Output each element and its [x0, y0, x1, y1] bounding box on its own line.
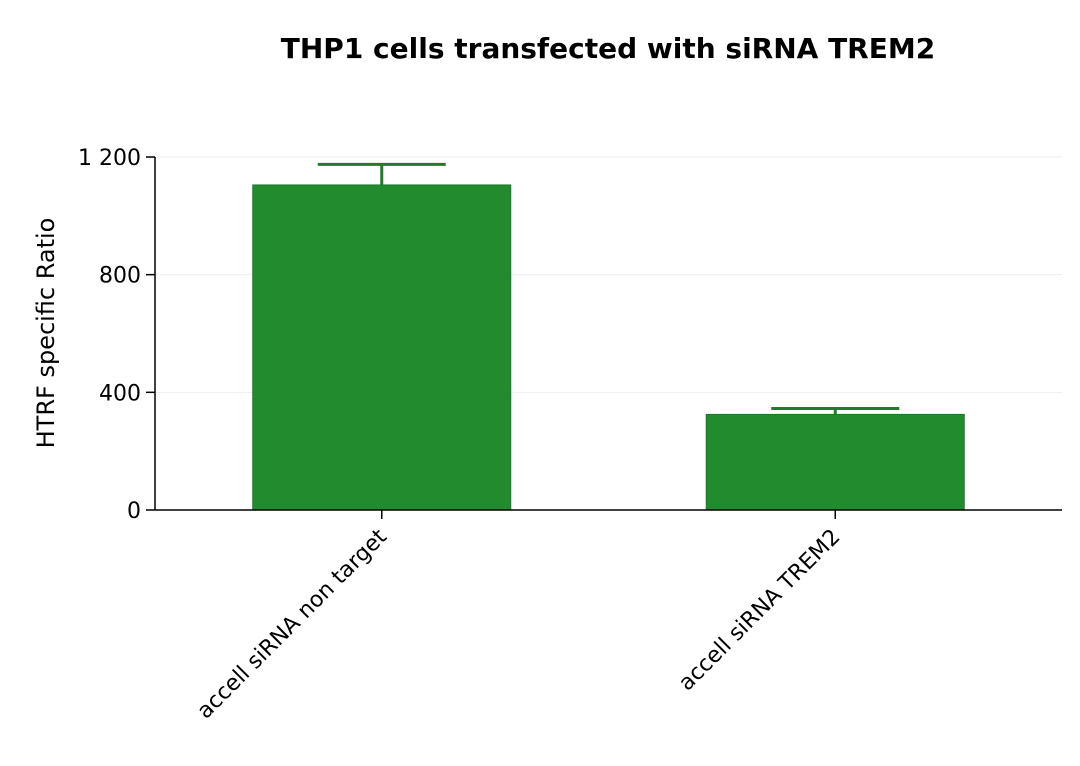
y-axis-ticks: 0 400 800 1 200: [78, 146, 155, 524]
x-axis-ticks: accell siRNA non target accell siRNA TREM…: [193, 510, 845, 724]
axes: [154, 157, 1062, 511]
y-axis-label: HTRF specific Ratio: [32, 218, 60, 449]
bars: [252, 184, 965, 511]
y-tick-label: 400: [99, 381, 141, 406]
x-tick-label: accell siRNA TREM2: [674, 525, 845, 696]
bar: [252, 184, 512, 511]
y-tick-label: 1 200: [78, 146, 141, 171]
error-bars: [317, 162, 900, 415]
y-tick-label: 800: [99, 264, 141, 289]
y-tick-label: 0: [127, 499, 141, 524]
bar: [705, 413, 965, 511]
x-tick-label: accell siRNA non target: [193, 524, 393, 724]
chart-title: THP1 cells transfected with siRNA TREM2: [281, 32, 935, 65]
